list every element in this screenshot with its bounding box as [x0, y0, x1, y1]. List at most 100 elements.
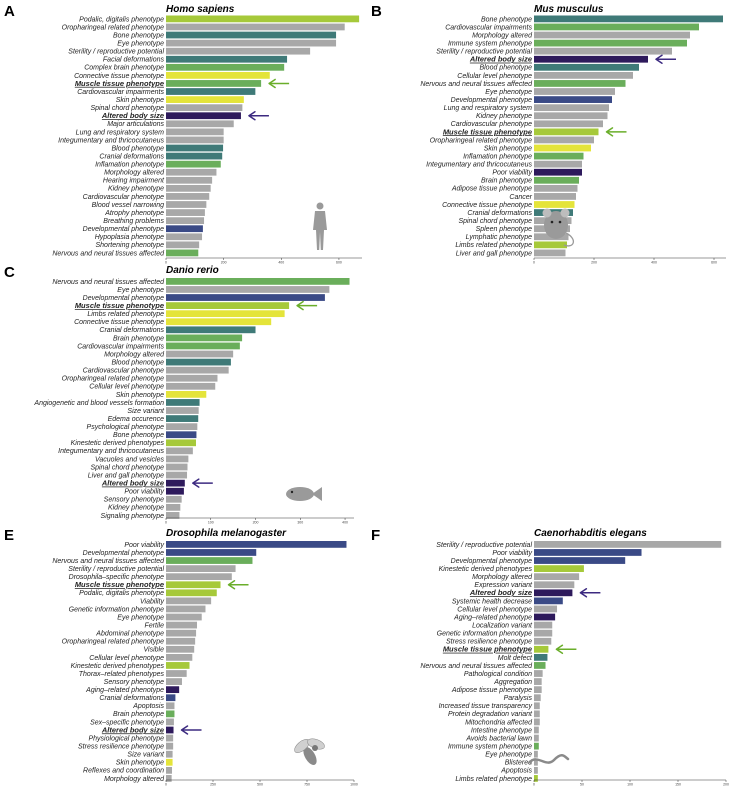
category-label: Expression variant	[474, 582, 533, 589]
category-label: Blood phenotype	[479, 65, 532, 72]
category-label: Blood phenotype	[111, 145, 164, 152]
category-label: Muscle tissue phenotype	[75, 301, 164, 310]
bar	[534, 112, 608, 120]
bar	[166, 645, 195, 653]
highlight-arrow-head	[180, 725, 189, 735]
category-label: Mitochondria affected	[465, 719, 533, 726]
category-label: Poor viability	[124, 542, 164, 549]
bar	[534, 758, 538, 766]
category-label: Protein degradation variant	[448, 711, 533, 718]
bar	[166, 431, 197, 439]
fly-icon	[294, 738, 325, 766]
bar	[166, 80, 262, 87]
panel-title: Mus musculus	[534, 4, 604, 15]
category-label: Atrophy phenotype	[104, 210, 164, 217]
bar	[534, 71, 633, 79]
human-silhouette-icon	[313, 202, 327, 250]
mouse-eye-left	[550, 220, 554, 224]
bar	[166, 463, 188, 471]
panel-title: Danio rerio	[166, 265, 219, 276]
bar	[166, 686, 180, 694]
x-tick-label: 0	[165, 783, 167, 786]
category-label: Cellular level phenotype	[457, 606, 532, 613]
bar	[166, 15, 360, 23]
category-label: Nervous and neural tissues affected	[420, 81, 533, 88]
category-label: Eye phenotype	[485, 89, 532, 96]
highlight-arrow-head	[296, 300, 304, 311]
bar	[166, 39, 337, 47]
category-label: Bone phenotype	[113, 32, 164, 39]
category-label: Adipose tissue phenotype	[451, 186, 532, 193]
bar	[166, 144, 224, 152]
category-label: Cranial deformations	[467, 210, 532, 217]
category-label: Apoptosis	[500, 768, 532, 775]
bar	[166, 88, 256, 95]
category-label: Morphology altered	[104, 351, 165, 358]
x-tick-label: 0	[165, 261, 167, 265]
panel-letter: E	[4, 527, 14, 544]
human-body	[313, 211, 327, 250]
bar	[166, 541, 347, 548]
bar	[534, 15, 723, 23]
bar	[166, 573, 232, 581]
mouse-body	[544, 211, 568, 239]
category-label: Breathing problems	[103, 218, 164, 225]
category-label: Altered body size	[469, 588, 532, 597]
bar	[534, 128, 599, 136]
category-label: Limbs related phenotype	[455, 242, 532, 249]
bar	[534, 637, 552, 645]
bar	[166, 249, 199, 257]
category-label: Poor viability	[492, 550, 532, 557]
bar	[166, 302, 290, 309]
highlight-arrow-head	[655, 54, 663, 64]
category-label: Shortening phenotype	[96, 242, 165, 249]
highlight-arrow-head	[268, 78, 276, 89]
bar	[534, 565, 584, 572]
category-label: Immune system phenotype	[448, 744, 532, 751]
bar	[166, 710, 175, 718]
category-label: Size variant	[127, 752, 165, 759]
bar	[166, 581, 221, 589]
bar	[166, 503, 181, 511]
category-label: Inflamation phenotype	[95, 162, 164, 169]
bar	[166, 104, 243, 112]
category-label: Developmental phenotype	[83, 550, 164, 557]
category-label: Psychological phenotype	[87, 424, 165, 431]
category-label: Systemic health decrease	[452, 598, 532, 605]
category-label: Immune system phenotype	[448, 40, 532, 47]
x-tick-label: 600	[711, 261, 717, 265]
x-tick-label: 600	[336, 261, 342, 265]
category-label: Sensory phenotype	[104, 497, 164, 504]
category-label: Size variant	[127, 408, 165, 415]
category-label: Skin phenotype	[116, 392, 164, 399]
category-label: Muscle tissue phenotype	[443, 645, 532, 654]
bar	[166, 678, 182, 685]
category-label: Connective tissue phenotype	[442, 202, 532, 209]
category-label: Developmental phenotype	[83, 226, 164, 233]
category-label: Hearing impairment	[103, 178, 165, 185]
category-label: Skin phenotype	[116, 97, 164, 104]
bar	[534, 168, 582, 176]
x-tick-label: 200	[221, 261, 227, 265]
bar	[534, 653, 548, 661]
bar	[166, 112, 241, 120]
category-label: Cardiovascular impairments	[77, 343, 164, 350]
category-label: Integumentary and thricocutaneus	[58, 448, 164, 455]
bar	[534, 629, 553, 637]
category-label: Morphology altered	[472, 574, 533, 581]
category-label: Developmental phenotype	[83, 295, 164, 302]
bar	[534, 702, 540, 710]
category-label: Cardiovascular impairments	[77, 89, 164, 96]
category-label: Genetic information phenotype	[437, 631, 532, 638]
x-tick-label: 300	[297, 521, 303, 525]
bar	[166, 318, 272, 326]
highlight-arrow-head	[192, 478, 200, 488]
category-label: Sterility / reproductive potential	[436, 542, 532, 549]
category-label: Cellular level phenotype	[89, 384, 164, 391]
category-label: Blood vessel narrowing	[92, 202, 164, 209]
category-label: Fertile	[145, 622, 165, 629]
category-label: Sterility / reproductive potential	[68, 49, 164, 56]
category-label: Aging–related phenotype	[85, 687, 164, 694]
category-label: Altered body size	[101, 479, 164, 488]
category-label: Stress resilience phenotype	[446, 639, 532, 646]
